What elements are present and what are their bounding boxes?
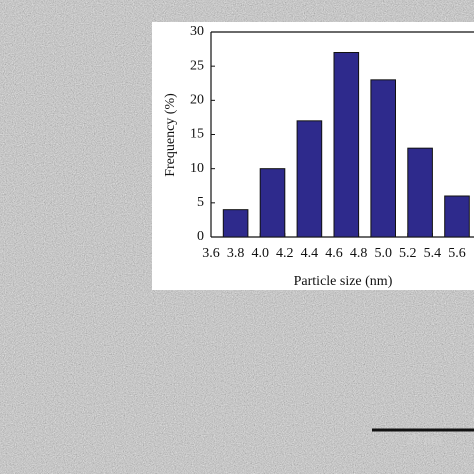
y-tick-label: 0: [197, 229, 204, 244]
x-tick-label: 5.0: [374, 246, 392, 261]
y-tick-label: 15: [190, 127, 204, 142]
bar: [444, 195, 470, 238]
y-tick-label: 25: [190, 58, 204, 73]
x-axis-label: Particle size (nm): [294, 274, 393, 289]
bar: [370, 79, 396, 238]
x-tick-label: 4.4: [301, 246, 319, 261]
bar: [333, 52, 360, 238]
bar: [222, 209, 249, 238]
x-tick-label: 4.0: [251, 246, 269, 261]
x-tick-label: 4.8: [350, 246, 368, 261]
x-tick-label: 4.2: [276, 246, 294, 261]
x-tick-label: 5.4: [424, 246, 442, 261]
y-tick-label: 10: [190, 161, 204, 176]
inset-chart: 0 5 10 15 20 25 30 3.6 3.8 4.0 4.2 4.4 4.6 4.8 5.0 5.2 5…: [163, 24, 474, 289]
scale-bar-label: 20 nm: [406, 433, 442, 448]
y-tick-label: 20: [190, 93, 204, 108]
x-tick-label: 3.6: [202, 246, 220, 261]
y-tick-label: 5: [197, 195, 204, 210]
x-tick-label: 5.6: [448, 246, 466, 261]
x-tick-label: 3.8: [227, 246, 245, 261]
bar: [296, 120, 323, 238]
y-axis-label: Frequency (%): [163, 93, 178, 177]
x-tick-label: 5.2: [399, 246, 417, 261]
x-tick-label: 4.6: [325, 246, 343, 261]
bar: [259, 168, 286, 238]
y-tick-label: 30: [190, 24, 204, 39]
bar: [407, 147, 433, 238]
